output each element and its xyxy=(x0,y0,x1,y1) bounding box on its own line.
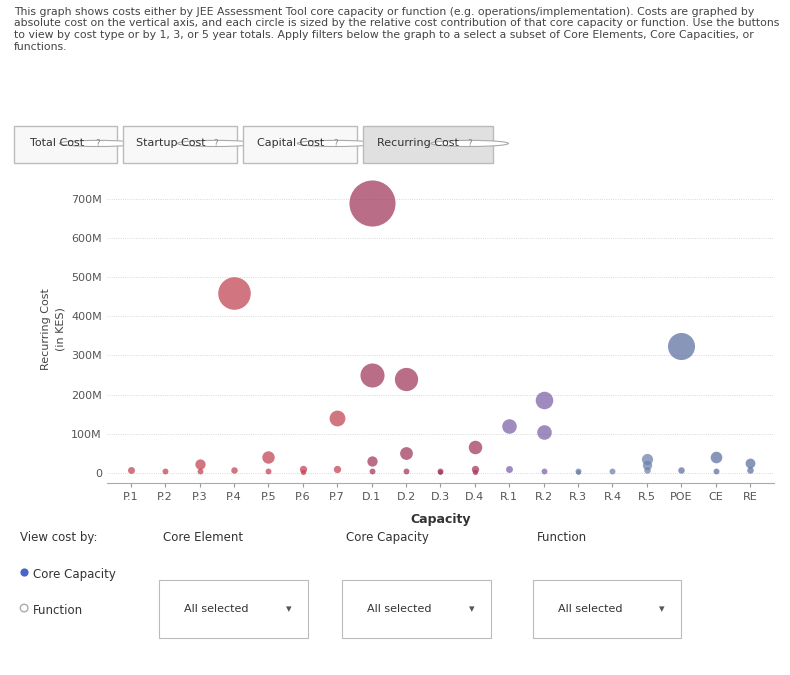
Text: This graph shows costs either by JEE Assessment Tool core capacity or function (: This graph shows costs either by JEE Ass… xyxy=(14,7,780,51)
Point xyxy=(365,456,378,466)
Point xyxy=(572,466,585,477)
Point xyxy=(641,464,653,475)
Text: Capital Cost: Capital Cost xyxy=(258,138,325,148)
Point xyxy=(365,370,378,381)
Text: Core Capacity: Core Capacity xyxy=(32,568,115,581)
Point xyxy=(572,466,585,477)
Point xyxy=(435,466,447,477)
Point xyxy=(365,198,378,209)
Point xyxy=(537,427,550,437)
Point xyxy=(18,567,31,578)
Point xyxy=(400,466,412,477)
Text: ?: ? xyxy=(96,139,100,148)
FancyBboxPatch shape xyxy=(14,126,117,163)
Point xyxy=(744,464,757,475)
Y-axis label: Recurring Cost
(in KES): Recurring Cost (in KES) xyxy=(42,288,66,370)
Point xyxy=(400,373,412,384)
FancyBboxPatch shape xyxy=(243,126,356,163)
Point xyxy=(331,464,344,475)
FancyBboxPatch shape xyxy=(342,580,491,638)
Point xyxy=(400,448,412,459)
Point xyxy=(537,395,550,406)
Point xyxy=(709,466,722,477)
Point xyxy=(18,603,31,614)
Circle shape xyxy=(431,140,509,146)
Point xyxy=(194,459,206,470)
Text: ?: ? xyxy=(468,139,472,148)
Point xyxy=(675,464,687,475)
Point xyxy=(468,466,481,477)
Text: ▾: ▾ xyxy=(660,603,665,614)
Circle shape xyxy=(297,140,374,146)
Point xyxy=(365,466,378,477)
Text: Startup Cost: Startup Cost xyxy=(136,138,205,148)
FancyBboxPatch shape xyxy=(159,580,308,638)
Text: Core Capacity: Core Capacity xyxy=(346,531,429,544)
Point xyxy=(744,458,757,468)
Text: View cost by:: View cost by: xyxy=(21,531,98,544)
Point xyxy=(331,412,344,423)
Point xyxy=(262,452,275,462)
Point xyxy=(468,442,481,453)
Point xyxy=(194,466,206,477)
Point xyxy=(675,340,687,351)
Point xyxy=(641,460,653,470)
FancyBboxPatch shape xyxy=(532,580,681,638)
Text: ▾: ▾ xyxy=(286,603,292,614)
Point xyxy=(228,288,240,298)
Text: Recurring Cost: Recurring Cost xyxy=(377,138,459,148)
Text: ▾: ▾ xyxy=(468,603,475,614)
Text: Function: Function xyxy=(32,603,83,616)
Circle shape xyxy=(59,140,137,146)
FancyBboxPatch shape xyxy=(123,126,236,163)
Text: Function: Function xyxy=(536,531,586,544)
Point xyxy=(296,464,309,475)
Point xyxy=(503,421,516,431)
Text: All selected: All selected xyxy=(367,603,431,614)
Point xyxy=(228,464,240,475)
Circle shape xyxy=(178,140,255,146)
Text: ?: ? xyxy=(214,139,219,148)
Point xyxy=(537,466,550,477)
Text: Core Element: Core Element xyxy=(163,531,243,544)
Point xyxy=(435,466,447,477)
Point xyxy=(606,466,619,477)
FancyBboxPatch shape xyxy=(363,126,493,163)
X-axis label: Capacity: Capacity xyxy=(410,513,471,526)
Point xyxy=(709,452,722,462)
Point xyxy=(159,466,171,477)
Text: All selected: All selected xyxy=(558,603,622,614)
Point xyxy=(468,464,481,475)
Text: All selected: All selected xyxy=(184,603,249,614)
Text: Total Cost: Total Cost xyxy=(30,138,85,148)
Point xyxy=(262,466,275,477)
Point xyxy=(296,466,309,477)
Point xyxy=(124,464,137,475)
Point xyxy=(503,464,516,475)
Text: ?: ? xyxy=(333,139,338,148)
Point xyxy=(641,454,653,464)
